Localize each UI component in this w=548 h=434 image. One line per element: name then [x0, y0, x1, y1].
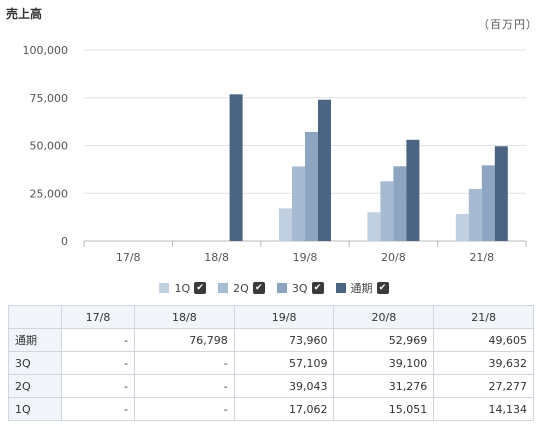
table-cell: 57,109 — [233, 351, 335, 375]
bar-1Q-20/8 — [367, 212, 381, 241]
bar-1Q-19/8 — [279, 208, 292, 241]
column-header: 17/8 — [60, 305, 136, 329]
y-tick-label: 25,000 — [30, 187, 69, 200]
checkbox-checked-icon[interactable]: ✔ — [252, 282, 265, 294]
table-cell: 15,051 — [333, 397, 435, 421]
bar-2Q-21/8 — [468, 188, 482, 241]
legend-label: 2Q — [233, 281, 249, 295]
legend-swatch — [335, 283, 346, 293]
bar-通期-20/8 — [406, 139, 420, 241]
column-header: 20/8 — [333, 305, 435, 329]
checkbox-checked-icon[interactable]: ✔ — [194, 282, 207, 294]
chart-title: 売上高 — [6, 7, 43, 21]
legend-label: 3Q — [291, 281, 308, 295]
bar-chart: 0 25,000 50,000 75,000 100,000 17/8 18/8 19/8 20… — [23, 44, 527, 264]
row-header: 通期 — [8, 328, 62, 352]
x-tick-label: 20/8 — [381, 251, 406, 264]
y-tick-label: 75,000 — [30, 92, 69, 105]
table-cell: - — [134, 351, 235, 375]
y-tick-label: 100,000 — [23, 44, 69, 57]
column-header: 21/8 — [433, 305, 534, 329]
unit-label: （百万円） — [478, 18, 538, 31]
row-header: 1Q — [8, 397, 62, 421]
legend-swatch — [159, 283, 170, 293]
checkbox-checked-icon[interactable]: ✔ — [311, 282, 324, 294]
column-header: 18/8 — [134, 305, 235, 329]
table-cell: 39,632 — [433, 351, 534, 375]
legend-label: 通期 — [350, 282, 373, 295]
table-cell: - — [134, 397, 235, 421]
table-cell: - — [134, 374, 235, 398]
bar-3Q-20/8 — [393, 166, 407, 241]
table-row: 1Q - -17,062 15,051 14,134 — [8, 397, 534, 421]
table-cell: - — [60, 374, 136, 398]
table-cell: 49,605 — [433, 328, 534, 352]
table-row: 通期 -76,798 73,960 52,969 49,605 — [8, 328, 534, 352]
table-cell: 31,276 — [333, 374, 435, 398]
table-cell: 14,134 — [433, 397, 534, 421]
column-header — [8, 305, 62, 329]
table-header-row: 17/8 18/8 19/8 20/8 21/8 — [8, 305, 534, 329]
table-row: 3Q - -57,109 39,100 39,632 — [8, 351, 534, 375]
table-cell: 39,100 — [333, 351, 435, 375]
bar-3Q-19/8 — [305, 131, 318, 241]
legend-label: 1Q — [174, 281, 191, 295]
legend-item[interactable]: 通期 ✔ — [335, 280, 389, 296]
legend-item[interactable]: 1Q ✔ — [159, 281, 207, 295]
bar-2Q-20/8 — [380, 181, 394, 241]
bar-1Q-21/8 — [455, 214, 469, 241]
table-cell: 52,969 — [333, 328, 435, 352]
y-tick-label: 0 — [61, 235, 68, 248]
table-cell: 27,277 — [433, 374, 534, 398]
table-cell: - — [60, 351, 136, 375]
table-cell: 39,043 — [233, 374, 335, 398]
bar-通期-19/8 — [318, 99, 331, 242]
x-tick-label: 19/8 — [293, 251, 318, 264]
table-cell: 76,798 — [134, 328, 235, 352]
data-table: 17/8 18/8 19/8 20/8 21/8 通期 -76,798 73,960 52,9… — [8, 305, 534, 421]
legend-item[interactable]: 3Q ✔ — [276, 281, 324, 295]
legend-swatch — [218, 283, 229, 293]
checkbox-checked-icon[interactable]: ✔ — [376, 282, 389, 294]
table-cell: - — [60, 328, 136, 352]
x-tick-label: 17/8 — [116, 251, 141, 264]
table-row: 2Q - -39,043 31,276 27,277 — [8, 374, 534, 398]
row-header: 3Q — [8, 351, 62, 375]
column-header: 19/8 — [233, 305, 335, 329]
x-tick-label: 21/8 — [469, 251, 494, 264]
legend-item[interactable]: 2Q ✔ — [218, 282, 265, 295]
row-header: 2Q — [8, 374, 62, 398]
table-cell: - — [60, 397, 136, 421]
table-cell: 73,960 — [233, 328, 335, 352]
legend: 1Q ✔ 2Q ✔ 3Q ✔ 通期 ✔ — [0, 280, 548, 296]
bar-通期-21/8 — [494, 146, 508, 241]
y-tick-label: 50,000 — [30, 140, 69, 153]
x-tick-label: 18/8 — [204, 251, 229, 264]
table-cell: 17,062 — [233, 397, 335, 421]
bar-3Q-21/8 — [481, 165, 495, 241]
bar-2Q-19/8 — [292, 166, 305, 241]
bar-通期-18/8 — [229, 94, 243, 241]
legend-swatch — [276, 283, 287, 293]
